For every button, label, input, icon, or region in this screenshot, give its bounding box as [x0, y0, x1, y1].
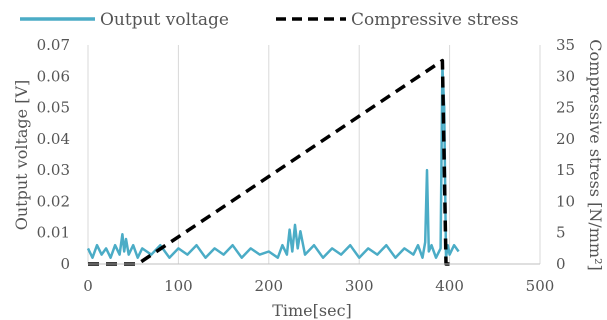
- y2-tick-label: 30: [556, 67, 575, 85]
- y-axis-title: Output voltage [V]: [12, 80, 31, 231]
- x-tick-label: 400: [435, 277, 464, 295]
- y-tick-label: 0.03: [37, 161, 70, 179]
- y-tick-label: 0.06: [37, 67, 70, 85]
- y2-tick-label: 20: [556, 130, 575, 148]
- y-tick-label: 0.05: [37, 99, 70, 117]
- x-tick-label: 0: [83, 277, 93, 295]
- x-axis-title: Time[sec]: [272, 301, 352, 320]
- x-tick-label: 100: [164, 277, 193, 295]
- y2-tick-label: 0: [556, 255, 566, 273]
- series-line-output-voltage: [86, 65, 460, 259]
- x-tick-label: 500: [526, 277, 555, 295]
- y2-tick-label: 15: [556, 161, 575, 179]
- y-tick-label: 0.07: [37, 36, 70, 54]
- y2-tick-label: 35: [556, 36, 575, 54]
- grid: [87, 45, 541, 264]
- tick-labels: 0 100 200 300 400 50000.010.020.030.040.050.0…: [37, 36, 576, 295]
- x-tick-label: 300: [345, 277, 374, 295]
- y2-axis-title: Compressive stress [N/mm²]: [586, 39, 605, 270]
- legend-label-output-voltage: Output voltage: [100, 10, 229, 30]
- y-tick-label: 0.04: [37, 130, 70, 148]
- legend: Output voltage Compressive stress: [20, 10, 519, 30]
- x-tick-label: 200: [254, 277, 283, 295]
- y-tick-label: 0.02: [37, 192, 70, 210]
- y-tick-label: 0.01: [37, 224, 70, 242]
- y2-tick-label: 10: [556, 192, 575, 210]
- y2-tick-label: 25: [556, 99, 575, 117]
- y-tick-label: 0: [60, 255, 70, 273]
- y2-tick-label: 5: [556, 224, 566, 242]
- legend-label-compressive-stress: Compressive stress: [351, 10, 519, 30]
- plot-series: [86, 58, 460, 266]
